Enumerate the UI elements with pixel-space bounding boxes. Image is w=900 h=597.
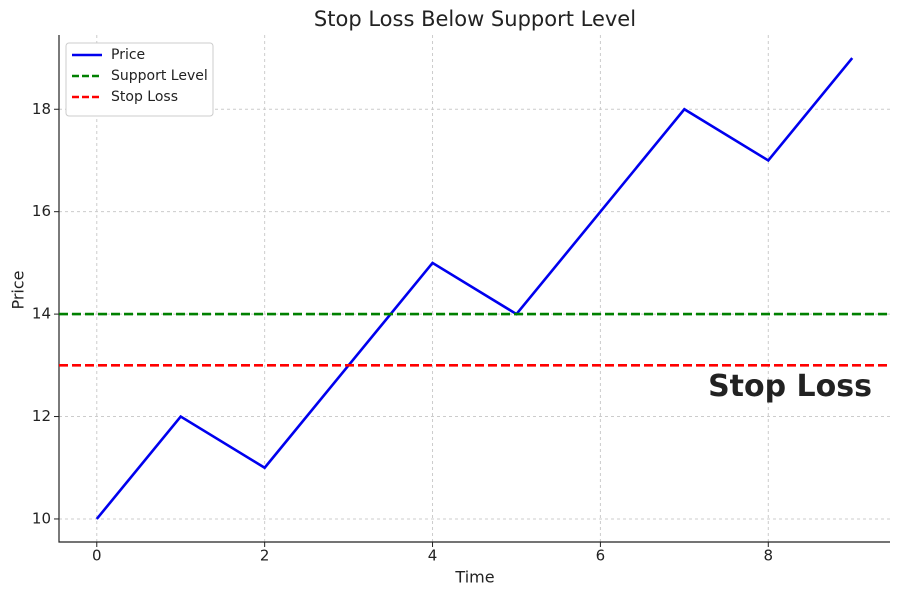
y-tick-label: 12: [32, 407, 51, 425]
legend-label: Stop Loss: [111, 89, 178, 105]
legend-label: Price: [111, 47, 145, 63]
y-axis-label: Price: [9, 270, 28, 309]
legend-label: Support Level: [111, 68, 208, 84]
y-tick-label: 10: [32, 509, 51, 527]
annotation: Stop Loss: [708, 369, 872, 404]
x-tick-label: 0: [92, 547, 102, 565]
x-tick-label: 4: [428, 547, 438, 565]
legend-box: [65, 42, 214, 117]
x-tick-label: 2: [260, 547, 270, 565]
y-tick-label: 18: [32, 100, 51, 118]
y-tick-label: 14: [32, 305, 51, 323]
x-axis-label: Time: [454, 568, 494, 587]
x-tick-label: 6: [596, 547, 606, 565]
y-tick-label: 16: [32, 202, 51, 220]
x-tick-label: 8: [764, 547, 774, 565]
price-line: [95, 57, 854, 520]
axes: [58, 35, 890, 543]
chart-title: Stop Loss Below Support Level: [314, 7, 636, 31]
